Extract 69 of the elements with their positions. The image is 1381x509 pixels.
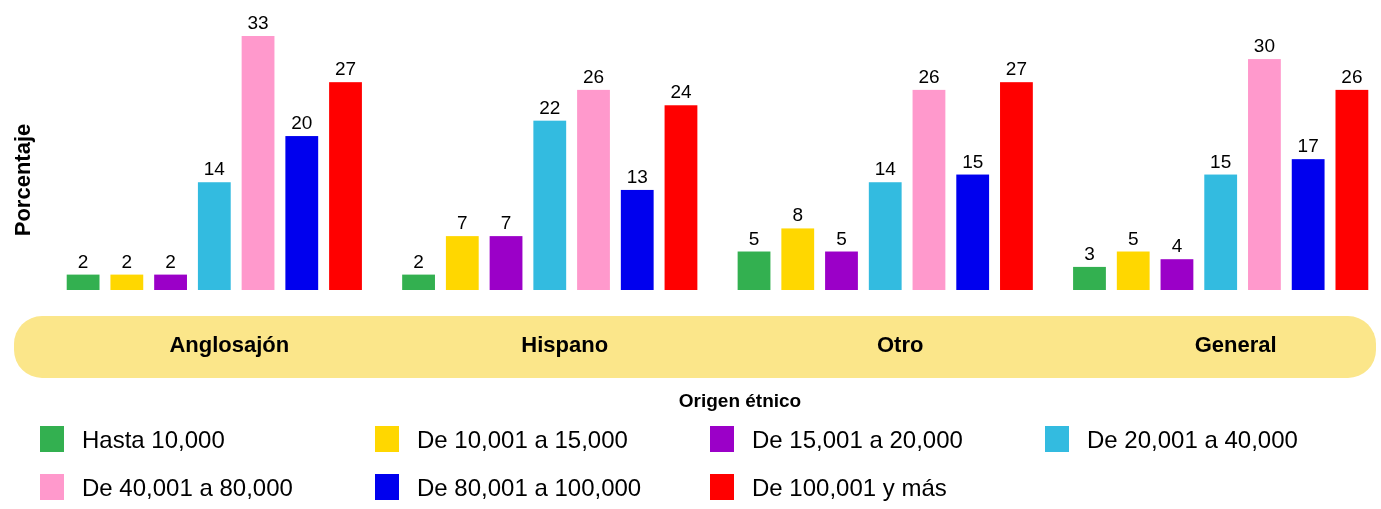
bar — [1160, 259, 1194, 290]
legend-label: De 20,001 a 40,000 — [1087, 426, 1298, 453]
x-tick-label: Otro — [877, 332, 924, 357]
data-label: 30 — [1253, 35, 1275, 57]
data-label: 5 — [748, 227, 760, 249]
legend-label: De 10,001 a 15,000 — [417, 426, 628, 453]
data-label: 27 — [334, 58, 357, 80]
x-tick-label: Hispano — [521, 332, 609, 357]
bar — [1204, 174, 1238, 290]
data-label: 26 — [1341, 65, 1363, 87]
bar — [825, 251, 858, 290]
legend-label: De 100,001 y más — [752, 474, 947, 501]
data-label: 3 — [1084, 242, 1095, 264]
bar — [956, 174, 990, 290]
bar — [1000, 82, 1033, 290]
legend-label: De 40,001 a 80,000 — [82, 474, 293, 501]
data-label: 33 — [247, 12, 269, 33]
data-label: 2 — [121, 250, 133, 272]
data-label: 14 — [203, 158, 226, 180]
data-label: 22 — [539, 96, 561, 118]
data-label: 14 — [874, 158, 897, 180]
data-label: 2 — [413, 250, 424, 272]
bar — [445, 236, 479, 290]
bar — [489, 236, 523, 290]
bar — [533, 120, 567, 290]
data-label: 27 — [1005, 58, 1027, 80]
bar — [402, 274, 435, 290]
bar — [241, 36, 275, 290]
x-tick-label: Anglosajón — [169, 332, 290, 357]
bar — [868, 182, 902, 290]
bar — [912, 89, 946, 290]
bar — [285, 136, 319, 290]
bar — [1291, 159, 1325, 290]
data-label: 7 — [500, 212, 512, 234]
bar — [781, 228, 815, 290]
bar — [197, 182, 231, 290]
bar — [329, 82, 362, 290]
bar — [737, 251, 771, 290]
x-axis-title: Origen étnico — [678, 390, 802, 411]
data-label: 26 — [918, 65, 940, 87]
legend-label: Hasta 10,000 — [82, 426, 225, 453]
y-axis-title: Porcentaje — [10, 123, 35, 237]
data-label: 20 — [291, 112, 313, 134]
data-label: 5 — [1127, 227, 1139, 249]
bar — [154, 274, 187, 290]
bar — [1116, 251, 1150, 290]
data-label: 24 — [670, 81, 692, 103]
bar — [1073, 266, 1106, 290]
bar — [110, 274, 144, 290]
data-label: 13 — [626, 165, 648, 187]
bar — [66, 274, 100, 290]
data-label: 7 — [457, 212, 468, 234]
data-label: 4 — [1171, 235, 1183, 257]
data-label: 15 — [962, 150, 984, 172]
bar — [1335, 89, 1369, 290]
data-label: 17 — [1297, 135, 1319, 157]
bar — [1248, 59, 1281, 290]
legend-label: De 80,001 a 100,000 — [417, 474, 642, 501]
bar — [577, 89, 610, 290]
data-label: 15 — [1210, 150, 1232, 172]
data-label: 5 — [836, 227, 847, 249]
data-label: 26 — [582, 65, 605, 87]
x-tick-label: General — [1194, 332, 1277, 357]
bar — [620, 189, 654, 290]
data-label: 2 — [165, 250, 176, 272]
bar — [664, 105, 698, 290]
data-label: 8 — [792, 204, 804, 226]
legend-label: De 15,001 a 20,000 — [752, 426, 963, 453]
data-label: 2 — [77, 250, 89, 272]
